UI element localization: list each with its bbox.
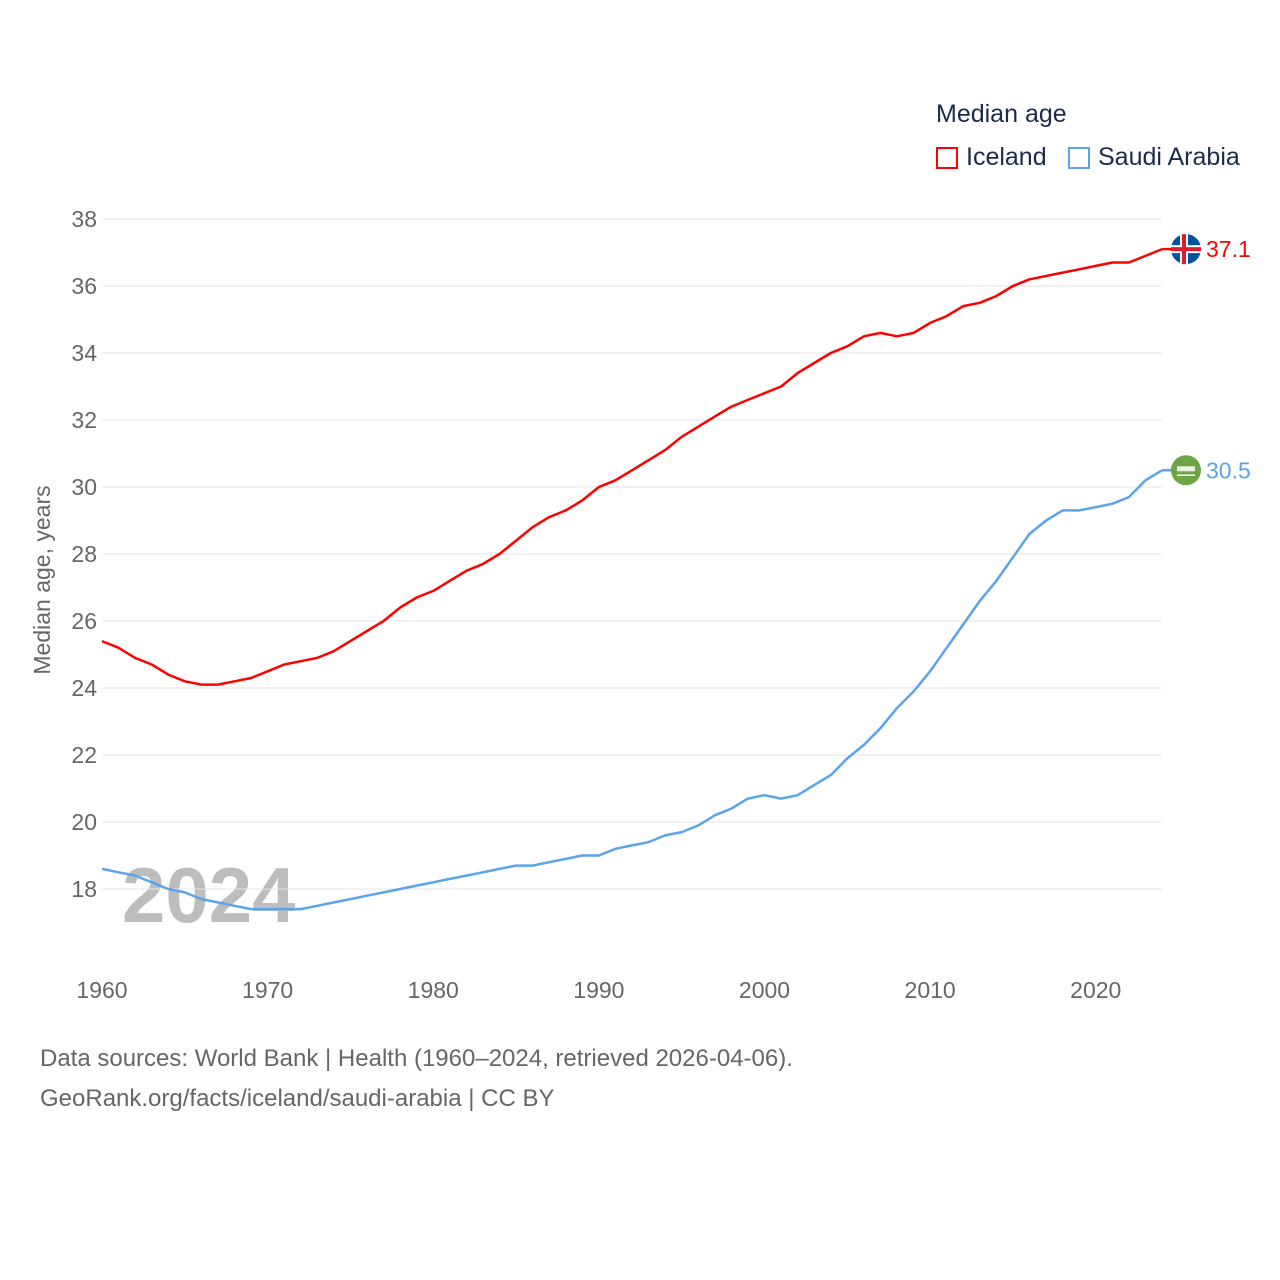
x-tick-label: 1970 — [242, 977, 293, 1003]
x-tick-label: 1960 — [76, 977, 127, 1003]
legend-swatch-saudi-arabia — [1068, 146, 1090, 169]
y-tick-label: 38 — [71, 206, 97, 232]
legend-label: Saudi Arabia — [1098, 143, 1240, 171]
y-tick-label: 32 — [71, 407, 97, 433]
flag-cross — [1182, 234, 1186, 265]
flag-inscription — [1177, 466, 1195, 472]
y-tick-label: 18 — [71, 876, 97, 902]
y-tick-label: 24 — [71, 675, 97, 701]
x-tick-label: 1980 — [408, 977, 459, 1003]
y-tick-label: 36 — [71, 273, 97, 299]
x-tick-label: 2020 — [1070, 977, 1121, 1003]
x-tick-label: 2010 — [905, 977, 956, 1003]
y-tick-label: 26 — [71, 608, 97, 634]
footer-sources: Data sources: World Bank | Health (1960–… — [40, 1045, 793, 1072]
end-value-label: 30.5 — [1206, 457, 1251, 483]
y-axis-label: Median age, years — [29, 485, 55, 674]
legend-title: Median age — [936, 100, 1067, 128]
x-tick-label: 2000 — [739, 977, 790, 1003]
legend-item-iceland[interactable]: Iceland — [936, 143, 1047, 172]
footer-link[interactable]: GeoRank.org/facts/iceland/saudi-arabia |… — [40, 1085, 555, 1112]
series-line-saudi-arabia — [101, 469, 1163, 911]
legend-label: Iceland — [966, 143, 1047, 171]
legend-swatch-iceland — [936, 146, 958, 169]
legend-item-saudi-arabia[interactable]: Saudi Arabia — [1068, 143, 1240, 172]
y-tick-label: 20 — [71, 809, 97, 835]
year-watermark: 2024 — [122, 851, 296, 939]
y-tick-label: 34 — [71, 340, 97, 366]
end-value-label: 37.1 — [1206, 236, 1251, 262]
series-line-iceland — [101, 247, 1163, 686]
x-tick-label: 1990 — [573, 977, 624, 1003]
y-tick-label: 28 — [71, 541, 97, 567]
y-tick-label: 30 — [71, 474, 97, 500]
y-tick-label: 22 — [71, 742, 97, 768]
